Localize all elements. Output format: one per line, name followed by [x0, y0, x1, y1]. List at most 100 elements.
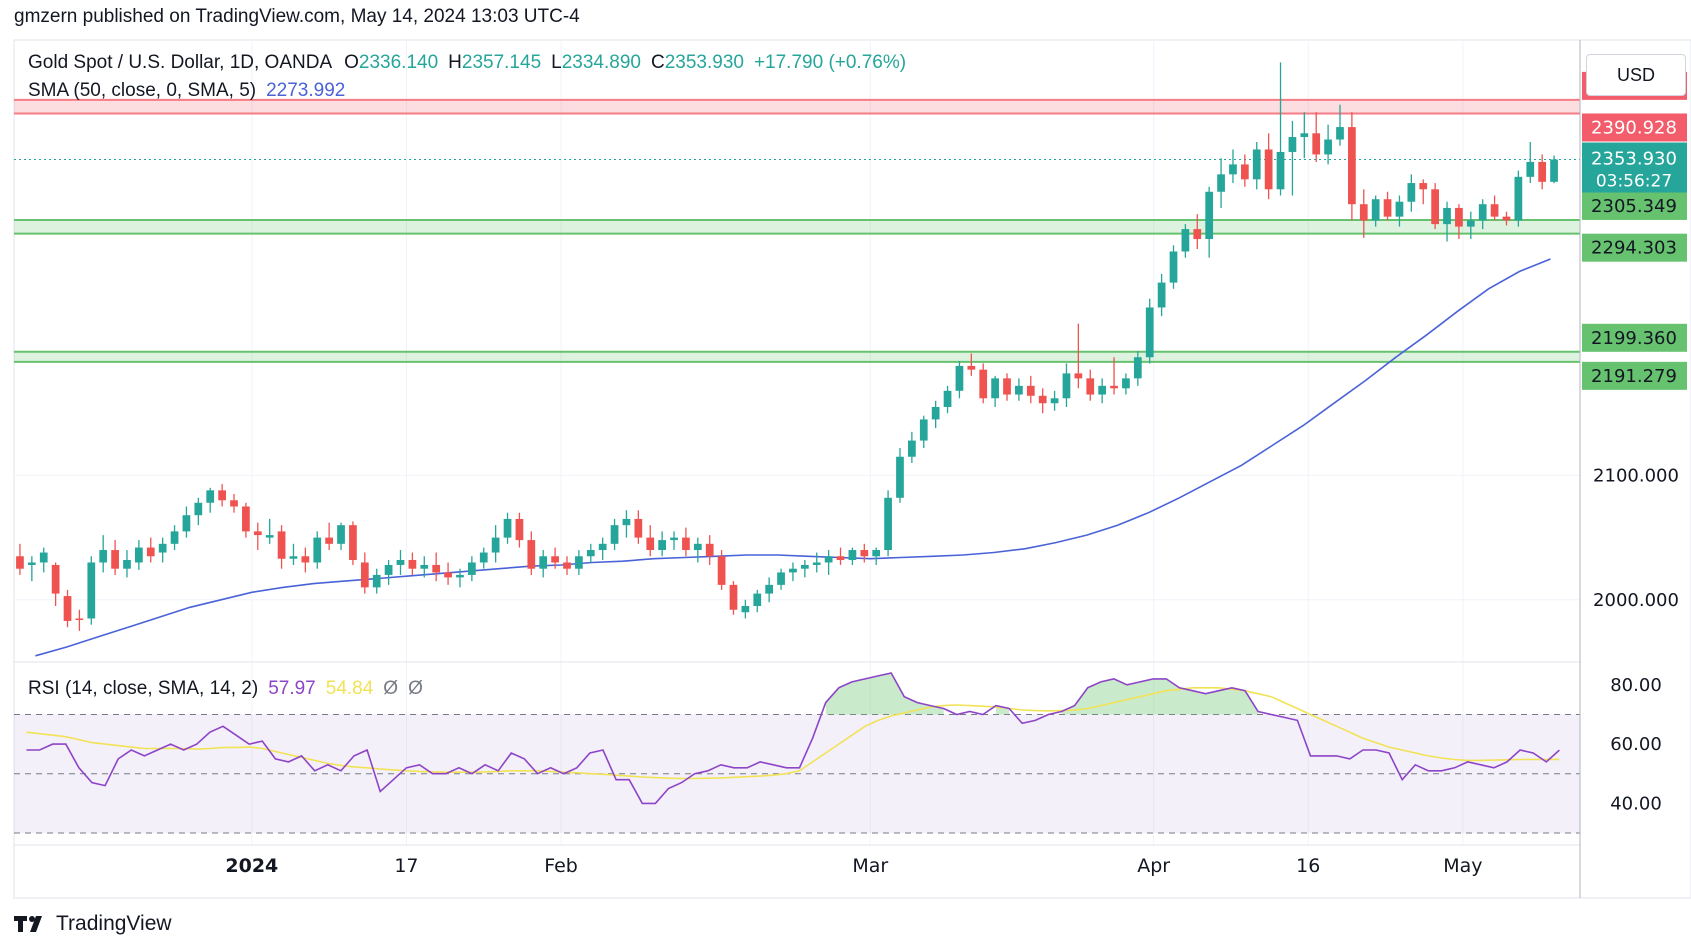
candle-up — [919, 419, 928, 441]
candle-down — [218, 490, 226, 501]
candle-up — [123, 559, 131, 569]
level-price-tag — [1582, 233, 1687, 262]
level-band-resistance — [14, 99, 1580, 114]
level-price-label: 2294.303 — [1591, 238, 1677, 259]
candle-down — [979, 369, 988, 399]
candle-down — [146, 547, 155, 557]
candle-up — [800, 564, 809, 569]
candle-up — [1526, 161, 1535, 177]
candle-up — [1300, 133, 1309, 138]
tradingview-logo-icon — [14, 916, 42, 932]
candle-up — [1145, 307, 1154, 358]
candle-down — [836, 556, 845, 560]
rsi-value: 57.97 — [268, 678, 316, 699]
candle-up — [1169, 251, 1178, 283]
candle-down — [1312, 133, 1321, 155]
candle-up — [1229, 164, 1237, 175]
candle-up — [848, 550, 857, 560]
level-price-label: 2199.360 — [1591, 328, 1677, 349]
candle-up — [1062, 373, 1071, 399]
candle-down — [63, 596, 72, 621]
candle-up — [931, 406, 940, 420]
candle-down — [111, 550, 119, 569]
tradingview-logo-text: TradingView — [56, 912, 172, 935]
currency-button[interactable]: USD — [1586, 54, 1686, 96]
candle-up — [1050, 398, 1059, 404]
sma-line-layer — [35, 258, 1551, 657]
candle-up — [884, 497, 892, 551]
candle-up — [39, 552, 48, 563]
candle-up — [372, 574, 381, 588]
candle-down — [967, 365, 976, 370]
close-value: 2353.930 — [664, 52, 744, 73]
candle-up — [1217, 174, 1225, 192]
candle-up — [265, 535, 274, 538]
candle-down — [1264, 149, 1273, 190]
candle-up — [1276, 151, 1285, 190]
candle-down — [230, 500, 238, 507]
candle-up — [991, 378, 999, 399]
candle-down — [551, 556, 559, 563]
candle-up — [693, 543, 702, 551]
candle-up — [824, 556, 833, 563]
rsi-overbought-fill — [825, 673, 944, 715]
time-tick-label: 16 — [1296, 855, 1320, 877]
candle-down — [1431, 189, 1439, 225]
candle-up — [1407, 183, 1416, 202]
candle-down — [277, 531, 286, 559]
candle-up — [575, 556, 583, 569]
candle-up — [789, 568, 797, 573]
candle-up — [1252, 149, 1261, 180]
rsi-sma-line — [26, 686, 1560, 780]
candle-up — [598, 543, 607, 551]
candle-down — [717, 556, 726, 585]
time-tick-label: 2024 — [225, 855, 278, 877]
candle-up — [479, 552, 488, 563]
candle-up — [1205, 191, 1214, 240]
candle-up — [777, 572, 785, 585]
candle-down — [860, 550, 869, 557]
candle-up — [955, 365, 964, 391]
candle-down — [646, 537, 655, 551]
rsi-legend: RSI (14, close, SMA, 14, 2) 57.97 54.84 Ø Ø — [28, 678, 433, 700]
symbol-title: Gold Spot / U.S. Dollar, 1D, OANDA — [28, 52, 333, 73]
published-caption: gmzern published on TradingView.com, May… — [14, 6, 580, 27]
candle-up — [622, 518, 631, 526]
last-price-tag — [1582, 142, 1687, 193]
tradingview-logo[interactable]: TradingView — [14, 912, 172, 936]
candle-down — [51, 564, 60, 594]
candle-up — [1098, 385, 1107, 395]
change-value: +17.790 (+0.76%) — [753, 52, 907, 73]
candle-down — [682, 537, 690, 551]
candle-up — [1157, 282, 1166, 308]
rsi-tick-label: 60.00 — [1610, 734, 1662, 755]
candle-up — [491, 537, 500, 553]
sma-line — [35, 258, 1551, 657]
candle-up — [1324, 139, 1332, 155]
rsi-overbought-fill — [1061, 678, 1259, 715]
sma-label: SMA (50, close, 0, SMA, 5) — [28, 80, 257, 101]
vertical-gridlines — [251, 40, 1464, 845]
candle-up — [753, 593, 762, 607]
open-value: 2336.140 — [358, 52, 439, 73]
candle-up — [1478, 204, 1487, 221]
candle-up — [943, 390, 952, 407]
candle-up — [289, 556, 298, 559]
rsi-tick-label: 40.00 — [1610, 793, 1662, 814]
candle-up — [812, 562, 821, 565]
sma-value: 2273.992 — [266, 80, 346, 101]
candle-down — [444, 572, 452, 578]
candle-down — [1110, 385, 1118, 389]
candle-down — [1348, 127, 1356, 205]
candle-up — [1371, 199, 1380, 221]
candle-up — [658, 540, 666, 551]
level-price-tag — [1582, 323, 1687, 352]
candle-up — [1336, 127, 1344, 140]
open-label: O — [344, 52, 359, 73]
candle-down — [634, 518, 643, 538]
candle-up — [872, 550, 881, 557]
candle-down — [253, 531, 262, 536]
candle-up — [194, 502, 203, 516]
time-axis: 2024 17 Feb Mar Apr 16 May — [225, 855, 1482, 877]
